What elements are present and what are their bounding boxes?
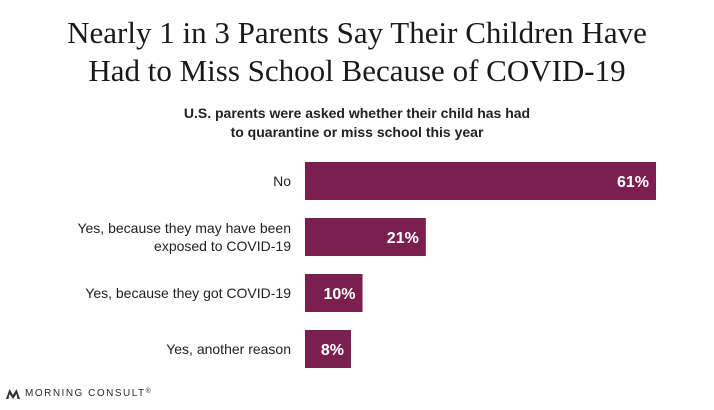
bar-value-label: 10%	[324, 286, 356, 303]
bar	[305, 274, 363, 312]
bar-value-label: 61%	[617, 174, 649, 191]
chart-subtitle-line: to quarantine or miss school this year	[230, 124, 484, 140]
chart-subtitle-line: U.S. parents were asked whether their ch…	[183, 105, 531, 121]
chart-title: Nearly 1 in 3 Parents Say Their Children…	[0, 14, 714, 90]
bar-value-label: 21%	[387, 230, 419, 247]
category-label: Yes, another reason	[166, 341, 291, 357]
category-label: No	[273, 173, 291, 189]
morning-consult-logo-icon	[6, 388, 20, 399]
footer-logo: MORNING CONSULT®	[6, 388, 151, 399]
brand-name: MORNING CONSULT®	[25, 388, 151, 399]
chart-title-line: Nearly 1 in 3 Parents Say Their Children…	[67, 15, 647, 50]
bar-chart: 61% No 21% Yes, because they may have been e…	[77, 162, 656, 368]
bar-value-label: 8%	[321, 342, 344, 359]
category-label: Yes, because they got COVID-19	[85, 285, 291, 301]
chart-subtitle: U.S. parents were asked whether their ch…	[0, 104, 714, 142]
bar	[305, 218, 426, 256]
category-label: exposed to COVID-19	[154, 238, 291, 254]
bar	[305, 330, 352, 368]
chart-title-line: Had to Miss School Because of COVID-19	[88, 53, 626, 88]
bar	[305, 162, 656, 200]
category-label: Yes, because they may have been	[77, 220, 291, 236]
